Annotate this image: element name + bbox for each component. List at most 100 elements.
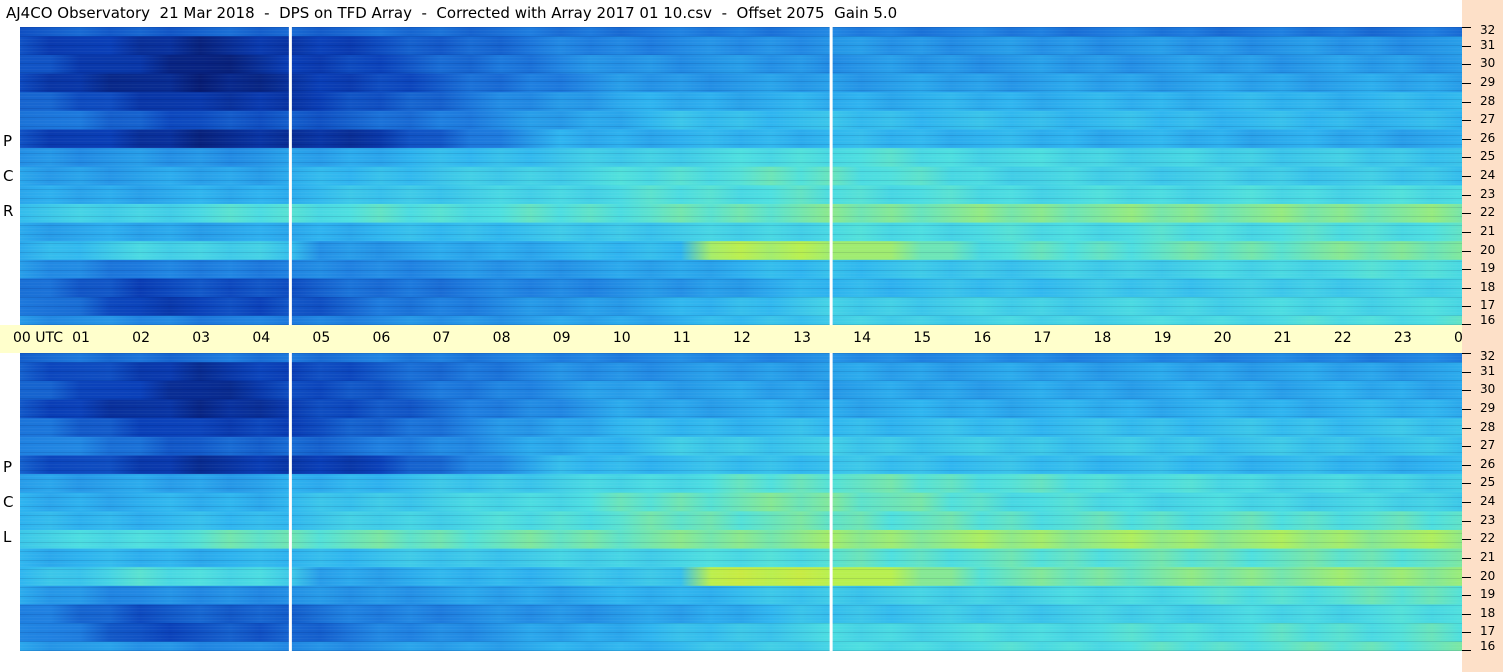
rcp-striation [20,105,1462,106]
lcp-freq-label: 21 [1480,549,1496,564]
rcp-striation [20,225,1462,226]
lcp-striation [20,395,1462,396]
lcp-striation [20,584,1462,585]
time-tick-label: 09 [552,330,571,346]
rcp-striation [20,153,1462,154]
time-tick-label: 07 [432,330,451,346]
rcp-striation [20,36,1462,37]
rcp-freq-label: 23 [1480,186,1496,201]
lcp-freq-label: 32 [1480,349,1496,363]
lcp-striation [20,389,1462,390]
rcp-band-16mhz [20,315,1462,325]
rcp-striation [20,141,1462,142]
lcp-striation [20,455,1462,456]
lcp-striation [20,494,1462,495]
freq-tick-mark [1462,194,1471,196]
lcp-striation [20,371,1462,372]
rcp-striation [20,195,1462,196]
lcp-band-23mhz [20,511,1462,531]
lcp-striation [20,533,1462,534]
lcp-striation [20,431,1462,432]
lcp-striation [20,467,1462,468]
rcp-spectrogram-svg [20,27,1462,325]
rcp-striation [20,114,1462,115]
rcp-striation [20,192,1462,193]
lcp-striation [20,563,1462,564]
rcp-striation [20,99,1462,100]
rcp-striation [20,189,1462,190]
rcp-striation [20,27,1462,28]
rcp-band-20mhz [20,241,1462,261]
rcp-striation [20,219,1462,220]
rcp-striation [20,57,1462,58]
rcp-striation [20,324,1462,325]
rcp-striation [20,96,1462,97]
rcp-striation [20,87,1462,88]
time-tick-label: 02 [132,330,150,346]
title-bar: AJ4CO Observatory 21 Mar 2018 - DPS on T… [0,0,1462,27]
lcp-striation [20,641,1462,642]
freq-tick-mark [1462,45,1471,47]
bottom-margin [0,651,1462,672]
time-tick-label: 11 [672,330,691,346]
lcp-freq-label: 18 [1480,605,1496,620]
rcp-striation [20,84,1462,85]
rcp-striation [20,45,1462,46]
lcp-striation [20,506,1462,507]
rcp-freq-label: 16 [1480,313,1496,327]
freq-tick-mark [1462,446,1471,448]
rcp-striation [20,117,1462,118]
time-tick-label: 01 [72,330,90,346]
lcp-striation [20,638,1462,639]
lcp-striation [20,497,1462,498]
rcp-striation [20,51,1462,52]
freq-tick-mark [1462,557,1471,559]
lcp-striation [20,623,1462,624]
lcp-band-25mhz [20,474,1462,494]
rcp-striation [20,285,1462,286]
rcp-striation [20,150,1462,151]
freq-tick-mark [1462,613,1471,615]
lcp-striation [20,383,1462,384]
lcp-striation [20,626,1462,627]
time-tick-label: 15 [913,330,932,346]
freq-tick-mark [1462,353,1471,354]
freq-tick-mark [1462,250,1471,252]
rcp-band-23mhz [20,185,1462,205]
lcp-striation [20,449,1462,450]
freq-tick-mark [1462,371,1471,373]
rcp-striation [20,66,1462,67]
freq-tick-mark [1462,324,1471,325]
rcp-freq-label: 18 [1480,279,1496,294]
time-tick-label: 06 [372,330,391,346]
rcp-striation [20,201,1462,202]
rcp-striation [20,273,1462,274]
time-tick-label: 04 [252,330,271,346]
time-tick-label: 00 UTC [13,330,64,346]
lcp-freq-label: 31 [1480,363,1496,378]
freq-tick-mark [1462,632,1471,634]
lcp-band-16mhz [20,641,1462,651]
rcp-striation [20,234,1462,235]
rcp-striation [20,258,1462,259]
freq-tick-mark [1462,595,1471,597]
lcp-striation [20,410,1462,411]
lcp-striation [20,416,1462,417]
freq-tick-mark [1462,157,1471,159]
freq-tick-mark [1462,576,1471,578]
rcp-band-17mhz [20,297,1462,317]
lcp-striation [20,398,1462,399]
lcp-striation [20,521,1462,522]
rcp-striation [20,204,1462,205]
rcp-band-22mhz [20,203,1462,224]
lcp-striation [20,593,1462,594]
lcp-band-20mhz [20,567,1462,587]
time-tick-label: 13 [793,330,811,346]
rcp-striation [20,147,1462,148]
lcp-striation [20,596,1462,597]
lcp-striation [20,548,1462,549]
rcp-band-29mhz [20,73,1462,94]
rcp-striation [20,165,1462,166]
freq-tick-mark [1462,120,1471,122]
rcp-striation [20,111,1462,112]
